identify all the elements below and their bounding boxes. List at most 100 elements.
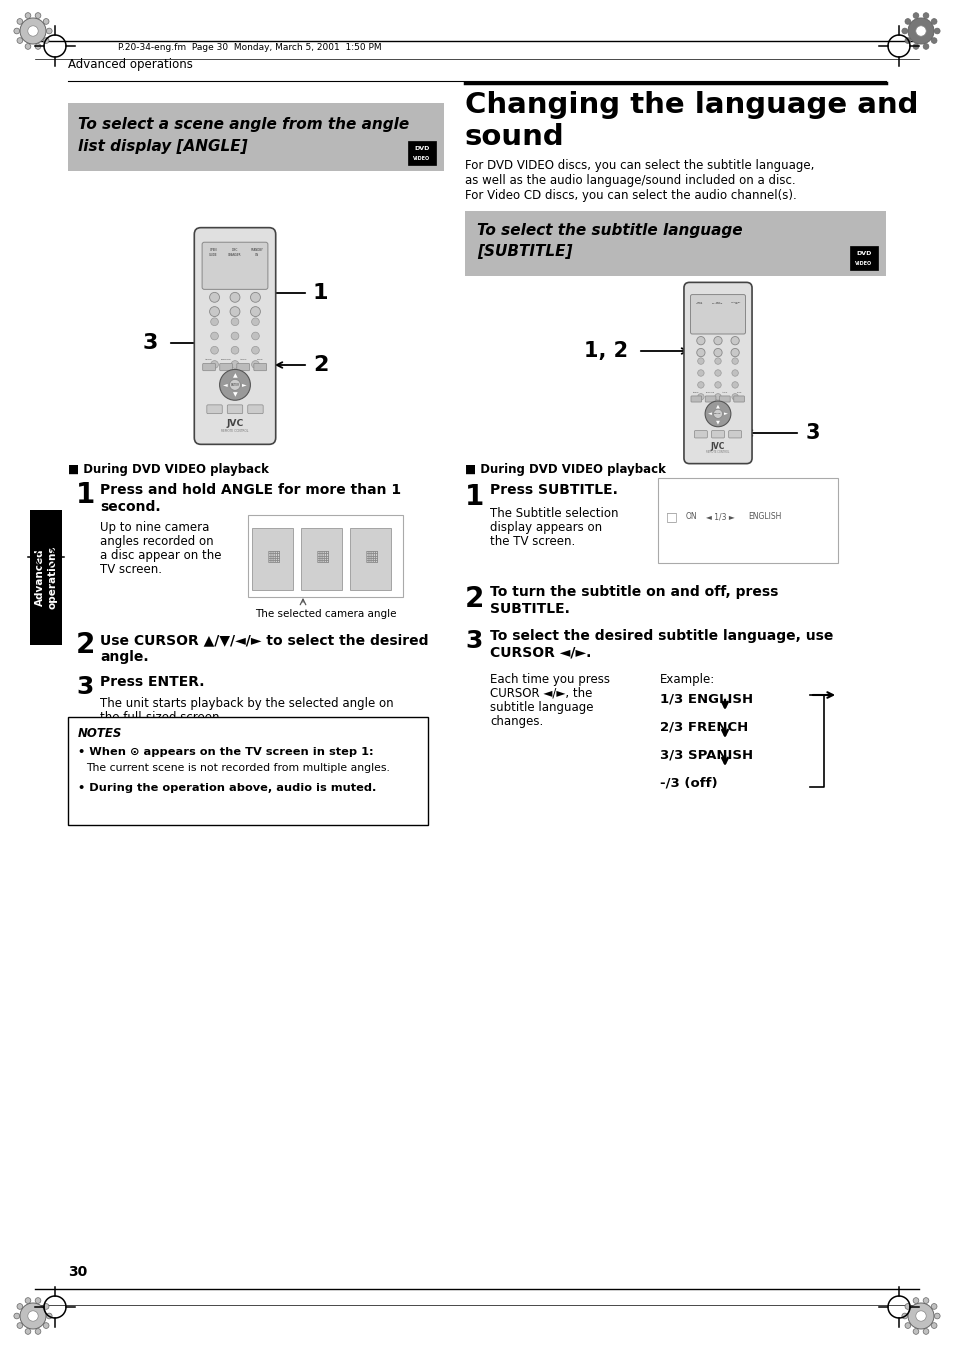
Circle shape xyxy=(930,38,936,43)
FancyBboxPatch shape xyxy=(236,363,250,370)
Text: display appears on: display appears on xyxy=(490,521,601,534)
Text: Press ENTER.: Press ENTER. xyxy=(100,676,204,689)
Text: NOTES: NOTES xyxy=(78,727,122,740)
Text: For Video CD discs, you can select the audio channel(s).: For Video CD discs, you can select the a… xyxy=(464,189,796,203)
Circle shape xyxy=(731,358,738,365)
Text: ▲: ▲ xyxy=(716,404,720,408)
Text: 30: 30 xyxy=(68,1265,87,1279)
Circle shape xyxy=(25,1298,30,1304)
FancyBboxPatch shape xyxy=(194,228,275,444)
Circle shape xyxy=(714,393,720,400)
Text: P.20-34-eng.fm  Page 30  Monday, March 5, 2001  1:50 PM: P.20-34-eng.fm Page 30 Monday, March 5, … xyxy=(118,43,381,53)
Circle shape xyxy=(211,361,218,369)
Circle shape xyxy=(714,358,720,365)
Text: The Subtitle selection: The Subtitle selection xyxy=(490,507,618,520)
Text: DVD: DVD xyxy=(414,146,429,151)
Circle shape xyxy=(43,19,49,24)
Text: ◄: ◄ xyxy=(707,411,711,416)
Text: Use CURSOR ▲/▼/◄/► to select the desired: Use CURSOR ▲/▼/◄/► to select the desired xyxy=(100,634,428,647)
Text: SUBTITLE.: SUBTITLE. xyxy=(490,603,569,616)
Text: OPEN
GUIDE: OPEN GUIDE xyxy=(209,249,217,257)
Text: ►: ► xyxy=(723,411,727,416)
Text: ▦: ▦ xyxy=(267,550,281,565)
Circle shape xyxy=(714,382,720,388)
Text: • When ⊙ appears on the TV screen in step 1:: • When ⊙ appears on the TV screen in ste… xyxy=(78,747,374,757)
Circle shape xyxy=(252,361,259,369)
Circle shape xyxy=(933,1313,939,1319)
FancyBboxPatch shape xyxy=(68,103,443,172)
Text: OPEN
GUIDE: OPEN GUIDE xyxy=(696,303,702,304)
Circle shape xyxy=(915,26,925,36)
Circle shape xyxy=(714,370,720,376)
Circle shape xyxy=(912,43,918,50)
Circle shape xyxy=(923,1298,928,1304)
Text: ENGLISH: ENGLISH xyxy=(747,512,781,521)
Text: 1/3 ENGLISH: 1/3 ENGLISH xyxy=(659,693,752,707)
Text: Advanced operations: Advanced operations xyxy=(68,58,193,72)
Text: ▦: ▦ xyxy=(364,550,378,565)
Text: 1: 1 xyxy=(464,484,484,511)
Circle shape xyxy=(25,12,30,19)
FancyBboxPatch shape xyxy=(728,431,740,438)
Circle shape xyxy=(210,307,219,316)
Circle shape xyxy=(933,28,939,34)
Circle shape xyxy=(35,1328,41,1335)
Circle shape xyxy=(211,317,218,326)
Circle shape xyxy=(20,1302,46,1329)
Circle shape xyxy=(697,370,703,376)
Text: 3: 3 xyxy=(464,630,482,653)
Circle shape xyxy=(25,43,30,50)
Text: TV screen.: TV screen. xyxy=(100,563,162,576)
Text: To turn the subtitle on and off, press: To turn the subtitle on and off, press xyxy=(490,585,778,598)
Circle shape xyxy=(43,1323,49,1328)
Text: 3: 3 xyxy=(76,676,93,698)
Circle shape xyxy=(14,1313,20,1319)
Text: REMOTE CONTROL: REMOTE CONTROL xyxy=(221,428,249,432)
Text: □: □ xyxy=(665,509,677,523)
Text: subtitle language: subtitle language xyxy=(490,701,593,713)
Circle shape xyxy=(731,393,738,400)
Circle shape xyxy=(14,28,20,34)
Text: list display [ANGLE]: list display [ANGLE] xyxy=(78,139,248,154)
FancyBboxPatch shape xyxy=(690,295,744,334)
Circle shape xyxy=(704,401,730,427)
Circle shape xyxy=(696,349,704,357)
Text: ►: ► xyxy=(242,382,247,388)
Text: ■ During DVD VIDEO playback: ■ During DVD VIDEO playback xyxy=(68,463,269,476)
Circle shape xyxy=(230,380,240,390)
Circle shape xyxy=(251,292,260,303)
Circle shape xyxy=(923,12,928,19)
Circle shape xyxy=(713,409,721,419)
Text: 3: 3 xyxy=(805,423,820,443)
Circle shape xyxy=(25,1328,30,1335)
Text: CURSOR ◄/►, the: CURSOR ◄/►, the xyxy=(490,688,592,700)
Circle shape xyxy=(907,18,933,45)
Text: ▼: ▼ xyxy=(233,392,237,397)
Text: ▼: ▼ xyxy=(716,419,720,424)
Circle shape xyxy=(231,346,238,354)
Text: second.: second. xyxy=(100,500,160,513)
Text: the TV screen.: the TV screen. xyxy=(490,535,575,549)
Text: JVC: JVC xyxy=(710,442,724,451)
Text: 2/3 FRENCH: 2/3 FRENCH xyxy=(659,721,747,734)
Circle shape xyxy=(923,1328,928,1335)
FancyBboxPatch shape xyxy=(690,396,700,403)
Text: 3/3 SPANISH: 3/3 SPANISH xyxy=(659,748,752,762)
Text: ◄: ◄ xyxy=(223,382,228,388)
Text: Press and hold ANGLE for more than 1: Press and hold ANGLE for more than 1 xyxy=(100,484,400,497)
Text: STANDBY
ON: STANDBY ON xyxy=(251,249,263,257)
Circle shape xyxy=(252,346,259,354)
Circle shape xyxy=(731,382,738,388)
Circle shape xyxy=(904,19,910,24)
Circle shape xyxy=(17,19,23,24)
Text: angle.: angle. xyxy=(100,650,149,663)
Text: Each time you press: Each time you press xyxy=(490,673,609,686)
Circle shape xyxy=(713,336,721,345)
Circle shape xyxy=(912,1328,918,1335)
Circle shape xyxy=(251,307,260,316)
FancyBboxPatch shape xyxy=(719,396,729,403)
Circle shape xyxy=(35,43,41,50)
Text: Press SUBTITLE.: Press SUBTITLE. xyxy=(490,484,618,497)
Text: STANDBY
ON: STANDBY ON xyxy=(730,303,740,304)
FancyBboxPatch shape xyxy=(683,282,751,463)
